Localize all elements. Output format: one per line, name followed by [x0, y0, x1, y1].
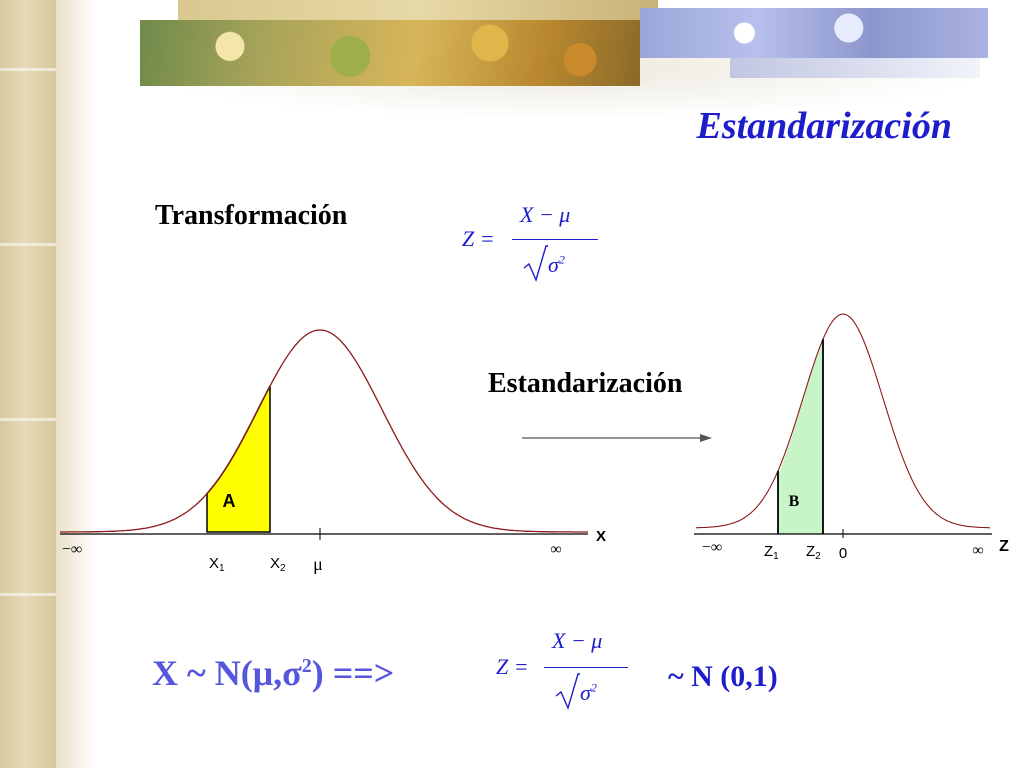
slide-title: Estandarización — [696, 105, 952, 147]
standardize-label: Estandarización — [488, 368, 683, 399]
area-a-fill — [206, 385, 271, 533]
left-normal-curve — [60, 329, 588, 533]
banner-blue-fade — [730, 58, 980, 78]
z2-label: Z2 — [806, 543, 821, 562]
left-axis-label: X — [596, 528, 606, 545]
right-normal-curve — [695, 313, 991, 529]
area-b-fill — [778, 339, 823, 534]
sqrt-icon — [523, 245, 548, 283]
distribution-statement: X ~ N(μ,σ2) ==> — [152, 652, 394, 694]
right-pos-inf: ∞ — [972, 542, 983, 559]
arrow-head-icon — [700, 434, 712, 442]
transform-label: Transformación — [155, 200, 348, 231]
decorative-left-fade — [56, 0, 96, 768]
distribution-main: X ~ N(μ,σ — [152, 653, 302, 693]
formula-lhs-bottom: Z = — [496, 654, 529, 679]
formula-numerator-bottom: X − μ — [552, 628, 603, 653]
distribution-tail: ) ==> — [311, 653, 395, 693]
sigma-exponent-bottom: 2 — [590, 680, 597, 695]
area-a-label: A — [223, 491, 236, 511]
banner-blue-flowers-image — [640, 8, 988, 58]
formula-fraction-bar — [512, 239, 598, 240]
x2-label: X2 — [270, 555, 286, 574]
sqrt-icon — [555, 673, 580, 711]
sigma-symbol: σ — [548, 252, 559, 277]
x1-label: X1 — [209, 555, 225, 574]
formula-denominator: σ2 — [548, 252, 565, 278]
left-pos-inf: ∞ — [550, 541, 561, 558]
banner-leaves-image — [140, 20, 640, 86]
standardization-formula-top: Z = X − μ σ2 — [462, 202, 612, 286]
standard-normal-label: ~ N (0,1) — [668, 660, 778, 693]
formula-numerator: X − μ — [520, 202, 571, 227]
banner-top-image — [178, 0, 658, 22]
area-b-label: B — [789, 493, 800, 510]
formula-fraction-bar-bottom — [544, 667, 628, 668]
decorative-left-strip — [0, 0, 56, 768]
formula-lhs: Z = — [462, 226, 495, 251]
mu-label: μ — [313, 554, 323, 574]
sigma-exponent: 2 — [558, 252, 565, 267]
right-neg-inf: −∞ — [702, 539, 722, 556]
left-neg-inf: −∞ — [62, 541, 82, 558]
standardization-formula-bottom: Z = X − μ σ2 — [496, 628, 646, 712]
sigma-symbol-bottom: σ — [580, 680, 591, 705]
zero-label: 0 — [839, 545, 847, 562]
distribution-exp: 2 — [301, 655, 312, 677]
formula-denominator-bottom: σ2 — [580, 680, 597, 706]
z1-label: Z1 — [764, 543, 779, 562]
right-axis-label: Z — [999, 538, 1009, 555]
